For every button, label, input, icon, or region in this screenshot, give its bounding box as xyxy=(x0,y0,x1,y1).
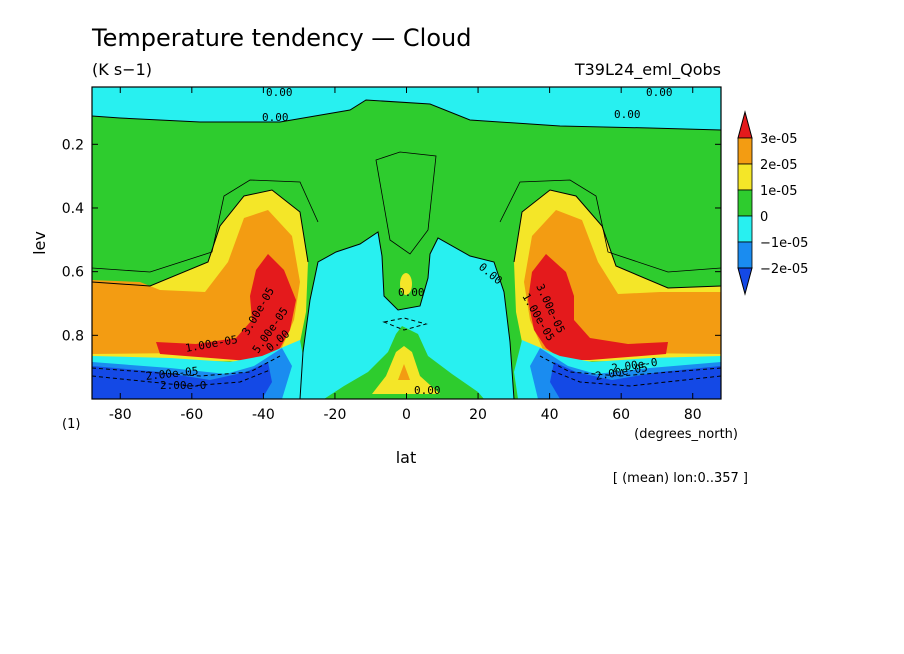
y-tick-label: 0.8 xyxy=(62,328,84,344)
contour-label: 0.00 xyxy=(262,111,289,124)
region-nh-core xyxy=(528,254,668,360)
x-tick-label: -80 xyxy=(109,407,132,423)
x-tick-label: 60 xyxy=(612,407,630,423)
colorbar-label: 2e-05 xyxy=(760,158,798,173)
x-tick-label: 20 xyxy=(469,407,487,423)
y-tick-label: 0.6 xyxy=(62,265,84,281)
x-tick-label: -60 xyxy=(180,407,203,423)
contour-label: 0.00 xyxy=(414,384,441,397)
colorbar-swatch xyxy=(737,189,753,217)
colorbar-label: 1e-05 xyxy=(760,184,798,199)
colorbar-extend-top xyxy=(737,110,753,139)
region-tropical-negative xyxy=(300,232,514,399)
y-tick-label: 0.4 xyxy=(62,201,84,217)
x-tick-label: 0 xyxy=(402,407,411,423)
experiment-name: T39L24_eml_Qobs xyxy=(574,60,721,80)
y-tick-label: 0.2 xyxy=(62,137,84,153)
x-tick-label: 80 xyxy=(684,407,702,423)
contour-label: 2.00e-0 xyxy=(611,356,659,375)
footnote: [ (mean) lon:0..357 ] xyxy=(613,471,748,486)
x-axis: -80 -60 -40 -20 0 20 40 60 80 xyxy=(109,87,702,423)
colorbar-swatch xyxy=(737,215,753,243)
chart-title: Temperature tendency — Cloud xyxy=(91,24,471,52)
x-tick-label: -20 xyxy=(324,407,347,423)
colorbar-label: 0 xyxy=(760,210,768,225)
colorbar: 3e-05 2e-05 1e-05 0 −1e-05 −2e-05 xyxy=(737,110,808,296)
contour-label: 0.00 xyxy=(614,108,641,121)
colorbar-swatch xyxy=(737,241,753,269)
contour-lines xyxy=(92,99,721,399)
contour-label: 0.00 xyxy=(398,286,425,299)
contour-label: 2.00e-0 xyxy=(160,379,206,392)
colorbar-label: 3e-05 xyxy=(760,132,798,147)
region-sh-core xyxy=(156,254,296,362)
x-tick-label: 40 xyxy=(541,407,559,423)
region-upper-negative xyxy=(92,87,721,130)
contour-label: 2.00e-05 xyxy=(145,365,199,383)
x-tick-label: -40 xyxy=(252,407,275,423)
y-axis-label: lev xyxy=(30,231,49,255)
colorbar-label: −1e-05 xyxy=(760,236,808,251)
colorbar-swatch xyxy=(737,137,753,165)
colorbar-extend-bottom xyxy=(737,267,753,296)
y-axis: 0.2 0.4 0.6 0.8 xyxy=(62,137,721,344)
chart-units: (K s−1) xyxy=(92,60,152,79)
x-axis-label: lat xyxy=(396,448,417,467)
colorbar-label: −2e-05 xyxy=(760,262,808,277)
contour-label: 0.00 xyxy=(646,86,673,99)
x-axis-units: (degrees_north) xyxy=(634,427,738,442)
contour-label: 0.00 xyxy=(266,86,293,99)
y-axis-units: (1) xyxy=(62,417,80,432)
colorbar-swatch xyxy=(737,163,753,191)
contour-fill xyxy=(92,87,721,399)
